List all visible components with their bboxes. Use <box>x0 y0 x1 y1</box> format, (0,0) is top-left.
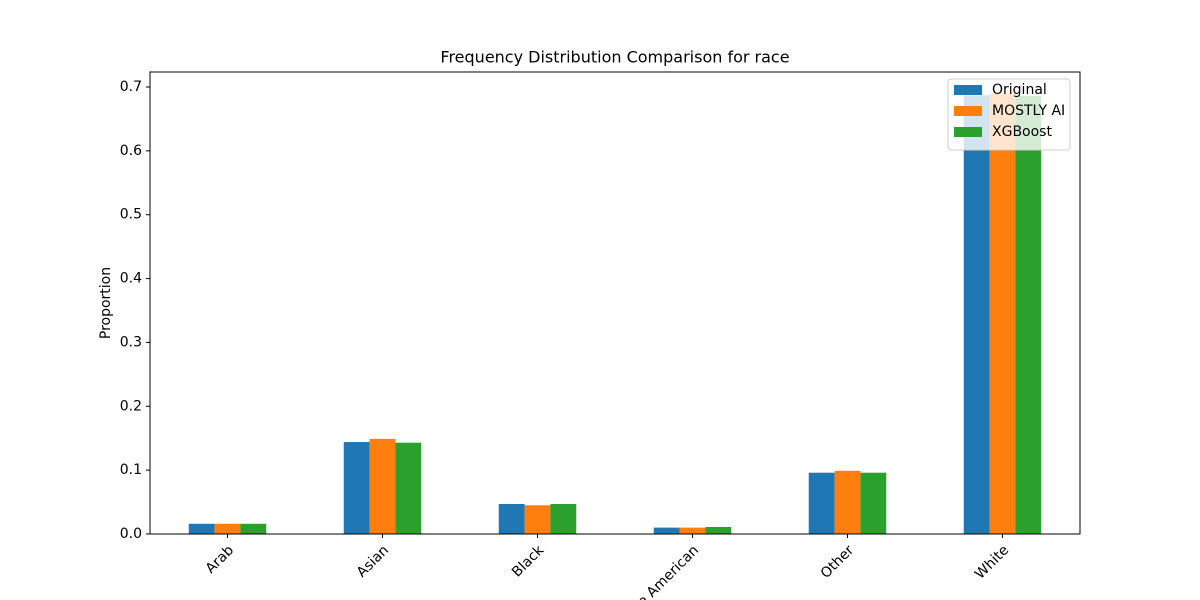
legend-label: XGBoost <box>992 124 1052 140</box>
x-tick-label: Arab <box>203 542 238 577</box>
bar <box>550 503 577 534</box>
y-axis-label: Proportion <box>98 267 114 339</box>
legend-swatch <box>954 127 982 137</box>
bar <box>989 93 1016 534</box>
y-tick-label: 0.5 <box>120 207 142 223</box>
bar <box>369 438 396 534</box>
x-tick-label: Native American <box>609 542 703 600</box>
plot-frame <box>149 71 1081 535</box>
y-tick-label: 0.0 <box>120 526 142 542</box>
y-tick-label: 0.2 <box>120 398 142 414</box>
bar <box>188 523 215 534</box>
legend-label: MOSTLY AI <box>992 103 1065 119</box>
x-tick-label: White <box>972 542 1012 582</box>
bar <box>705 526 732 534</box>
bar <box>834 470 861 534</box>
bar <box>808 472 835 534</box>
chart-title: Frequency Distribution Comparison for ra… <box>440 48 789 67</box>
bar <box>240 523 267 534</box>
y-tick-label: 0.1 <box>120 462 142 478</box>
bar <box>963 95 990 535</box>
bar <box>860 472 887 534</box>
legend: Original MOSTLY AI XGBoost <box>947 78 1071 151</box>
bar <box>343 442 370 534</box>
y-tick-label: 0.3 <box>120 334 142 350</box>
legend-swatch <box>954 106 982 116</box>
bar <box>498 503 525 534</box>
x-tick-label: Asian <box>354 542 392 580</box>
legend-label: Original <box>992 82 1047 98</box>
x-tick-label: Black <box>509 542 548 581</box>
legend-swatch <box>954 85 982 95</box>
y-tick-label: 0.7 <box>120 79 142 95</box>
y-tick-label: 0.4 <box>120 271 142 287</box>
bar <box>395 442 422 534</box>
x-tick-label: Other <box>818 542 858 582</box>
bar <box>653 527 680 534</box>
bar <box>214 523 241 534</box>
y-tick-label: 0.6 <box>120 143 142 159</box>
bar <box>1015 95 1042 534</box>
bar <box>679 527 706 534</box>
bar <box>524 505 551 534</box>
